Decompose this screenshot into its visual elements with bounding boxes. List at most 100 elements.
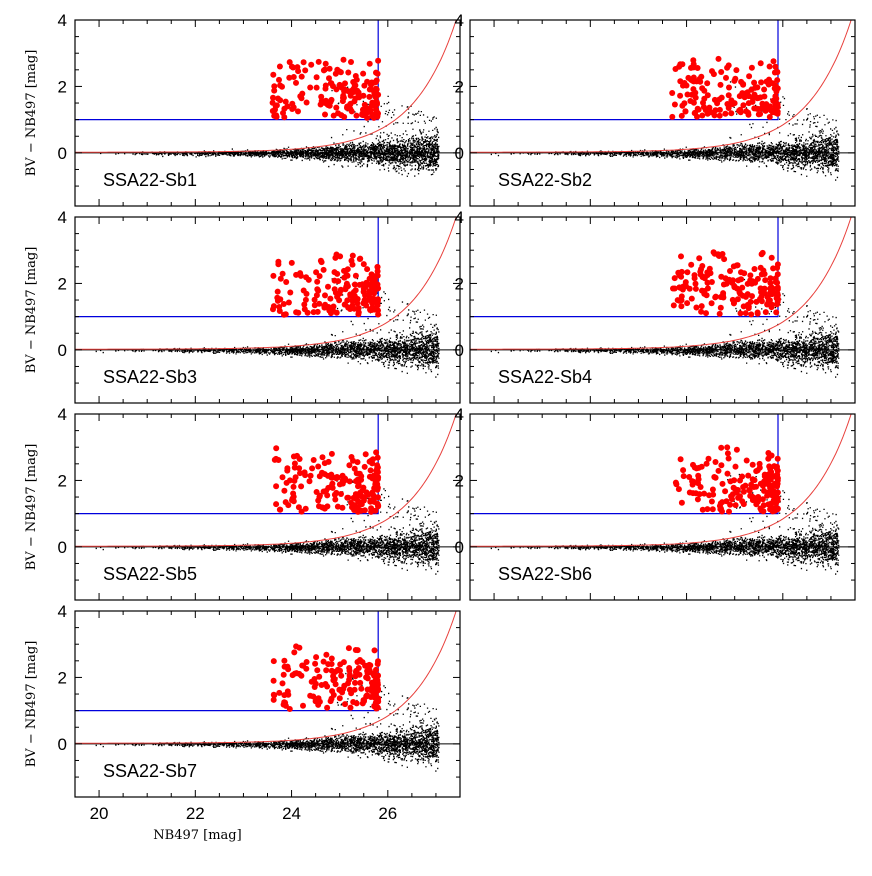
- plot-area: [75, 20, 460, 177]
- candidate-point: [748, 64, 755, 71]
- candidate-point: [326, 75, 332, 82]
- selection-box: [470, 217, 779, 318]
- candidate-point: [701, 490, 708, 497]
- candidate-point: [757, 111, 764, 117]
- candidate-point: [333, 104, 340, 111]
- candidate-point: [336, 695, 343, 702]
- candidate-point: [338, 112, 345, 119]
- candidate-point: [701, 95, 708, 102]
- candidate-point: [360, 112, 367, 119]
- candidate-point: [361, 698, 367, 705]
- candidate-point: [762, 309, 769, 316]
- candidate-point: [295, 504, 302, 511]
- candidate-point: [753, 483, 759, 490]
- candidate-point: [705, 455, 712, 462]
- candidate-point: [355, 506, 362, 513]
- candidate-point: [683, 82, 690, 89]
- candidate-point: [345, 645, 352, 652]
- candidate-point: [732, 463, 739, 470]
- candidate-point: [276, 76, 282, 83]
- candidate-point: [708, 498, 715, 505]
- candidate-point: [322, 60, 329, 67]
- candidate-point: [285, 299, 292, 306]
- candidate-point: [342, 286, 349, 293]
- candidate-point: [347, 100, 354, 107]
- candidate-point: [325, 283, 331, 290]
- candidate-point: [366, 473, 373, 480]
- candidate-point: [303, 659, 310, 665]
- candidate-point: [740, 484, 747, 490]
- candidate-point: [724, 101, 731, 107]
- candidate-point: [677, 92, 684, 99]
- x-tick-label: 22: [186, 804, 205, 823]
- candidate-point: [729, 491, 736, 498]
- candidate-point: [307, 472, 314, 479]
- candidate-point: [697, 78, 704, 85]
- candidate-point: [299, 90, 306, 97]
- panel-sb1: SSA22-Sb1 0 2 4 BV − NB497 [mag]: [24, 11, 461, 207]
- candidate-point: [670, 302, 677, 309]
- y-tick-label: 2: [455, 77, 464, 96]
- candidate-point: [724, 450, 731, 457]
- candidate-point: [690, 61, 697, 68]
- candidate-point: [723, 74, 729, 81]
- candidate-point: [768, 254, 775, 261]
- candidate-point: [280, 671, 287, 678]
- candidate-point: [314, 286, 321, 293]
- y-tick-label: 2: [58, 668, 67, 687]
- y-axis-label: BV − NB497 [mag]: [24, 247, 39, 374]
- candidate-point: [740, 488, 747, 495]
- candidate-point: [720, 292, 726, 299]
- candidate-point: [669, 90, 676, 96]
- candidate-point: [318, 97, 325, 104]
- candidate-point: [367, 86, 374, 93]
- y-tick-label: 0: [455, 538, 464, 557]
- candidate-point: [294, 452, 300, 459]
- candidate-point: [361, 507, 368, 514]
- candidate-point: [303, 665, 310, 672]
- candidate-point: [350, 85, 357, 92]
- candidate-point: [270, 272, 277, 279]
- candidate-point: [313, 84, 320, 91]
- candidate-point: [313, 489, 320, 495]
- candidate-point: [693, 304, 700, 311]
- candidate-point: [355, 305, 362, 311]
- candidate-point: [740, 102, 747, 109]
- candidate-point: [320, 488, 327, 495]
- candidate-point: [336, 81, 343, 88]
- candidate-point: [281, 114, 288, 121]
- candidate-point: [308, 61, 315, 68]
- plot-area: [75, 414, 460, 575]
- candidate-point: [745, 111, 752, 118]
- y-tick-label: 0: [58, 538, 67, 557]
- candidate-point: [736, 107, 743, 114]
- candidate-point: [275, 457, 282, 463]
- candidate-point: [721, 256, 728, 263]
- candidate-point: [322, 292, 328, 299]
- limit-curve: [75, 414, 457, 547]
- candidate-point: [347, 306, 354, 312]
- candidate-point: [671, 275, 678, 282]
- plot-area: [470, 414, 855, 575]
- candidate-point: [678, 112, 685, 119]
- candidate-point: [354, 659, 361, 665]
- candidate-point: [679, 102, 686, 109]
- candidate-point: [367, 662, 374, 669]
- candidate-point: [774, 77, 781, 84]
- candidate-point: [708, 300, 715, 307]
- limit-curve: [470, 20, 852, 153]
- candidate-point: [316, 273, 323, 280]
- candidate-point: [762, 277, 769, 284]
- candidate-point: [672, 66, 679, 72]
- candidate-point: [761, 471, 768, 478]
- candidate-point: [768, 285, 775, 292]
- plot-area: [75, 611, 460, 772]
- candidate-point: [369, 460, 376, 467]
- candidate-point: [371, 647, 378, 654]
- candidate-point: [678, 499, 685, 506]
- candidate-point: [766, 63, 773, 70]
- candidate-point: [684, 269, 691, 276]
- candidate-point: [772, 95, 779, 102]
- candidate-point: [715, 55, 722, 62]
- y-tick-label: 0: [455, 341, 464, 360]
